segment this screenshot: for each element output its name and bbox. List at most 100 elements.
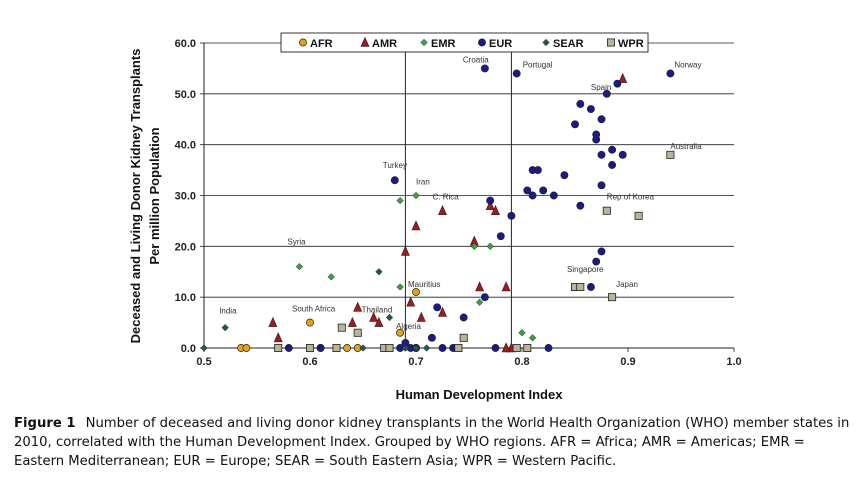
- data-point-amr: [416, 311, 426, 322]
- legend-marker-wpr: [607, 38, 616, 47]
- y-tick-label: 30.0: [175, 191, 196, 203]
- data-point-eur: [284, 344, 293, 352]
- data-point-sear: [401, 344, 410, 352]
- data-point-emr: [486, 242, 494, 250]
- data-point-wpr: [305, 343, 314, 352]
- y-axis-title-line1: Deceased and Living Donor Kidney Transpl…: [128, 49, 143, 344]
- data-point-eur: [427, 333, 436, 342]
- point-annotation: Iran: [416, 177, 430, 186]
- point-annotation: Norway: [674, 61, 701, 70]
- data-point-eur: [549, 191, 558, 200]
- data-point-eur: [528, 191, 537, 200]
- data-point-eur: [618, 150, 627, 159]
- data-point-wpr: [602, 206, 611, 215]
- data-point-emr: [470, 242, 478, 250]
- point-annotation: C. Rica: [433, 193, 460, 202]
- y-tick-label: 50.0: [175, 89, 196, 101]
- data-point-wpr: [337, 323, 346, 332]
- data-point-eur: [491, 344, 500, 352]
- data-point-eur: [576, 100, 585, 108]
- data-point-wpr: [634, 211, 643, 220]
- legend: AFR AMR EMR EUR SEAR WPR: [280, 32, 649, 53]
- data-point-eur: [560, 171, 569, 180]
- data-point-amr: [501, 281, 511, 292]
- legend-label-wpr: WPR: [618, 38, 644, 50]
- data-point-eur: [433, 303, 442, 312]
- legend-marker-amr: [360, 36, 370, 47]
- data-point-wpr: [576, 282, 585, 291]
- legend-label-afr: AFR: [310, 38, 333, 50]
- data-point-eur: [597, 150, 606, 159]
- data-point-eur: [597, 247, 606, 256]
- point-annotation: South Africa: [292, 305, 336, 314]
- data-point-eur: [597, 181, 606, 190]
- data-point-sear: [375, 268, 383, 276]
- x-tick-label: 0.5: [196, 356, 211, 368]
- data-point-eur: [496, 232, 505, 241]
- data-point-eur: [438, 344, 447, 352]
- data-point-eur: [602, 89, 611, 98]
- data-point-wpr: [353, 328, 362, 337]
- data-point-sear: [200, 344, 208, 352]
- data-point-emr: [295, 263, 304, 271]
- y-axis-title-line2: Per million Population: [147, 127, 162, 264]
- data-point-afr: [242, 344, 251, 352]
- figure-caption: Figure 1 Number of deceased and living do…: [14, 414, 854, 471]
- data-point-eur: [459, 313, 468, 322]
- data-point-emr: [327, 273, 335, 281]
- x-tick-label: 0.8: [514, 356, 529, 368]
- data-point-emr: [412, 191, 420, 200]
- point-annotation: Spain: [591, 83, 611, 92]
- legend-marker-afr: [299, 38, 307, 47]
- legend-box: [280, 32, 649, 53]
- point-annotation: India: [219, 307, 237, 316]
- y-tick-label: 0.0: [181, 343, 196, 355]
- point-annotation: Japan: [616, 280, 638, 289]
- data-point-afr: [396, 328, 405, 337]
- legend-marker-emr: [420, 38, 428, 47]
- y-tick-label: 60.0: [175, 38, 196, 50]
- data-point-sear: [221, 324, 229, 332]
- x-axis-title: Human Development Index: [396, 387, 564, 402]
- point-annotation: Algeria: [396, 322, 421, 331]
- x-tick-label: 1.0: [726, 356, 741, 368]
- data-point-amr: [369, 311, 379, 322]
- data-point-eur: [597, 115, 606, 124]
- data-point-eur: [512, 69, 521, 78]
- data-point-wpr: [523, 343, 532, 352]
- data-point-sear: [412, 344, 420, 352]
- data-point-amr: [353, 301, 363, 312]
- data-point-afr: [306, 318, 314, 327]
- x-tick-label: 0.9: [620, 356, 635, 368]
- point-annotation: Australia: [670, 142, 702, 151]
- data-point-amr: [501, 342, 511, 353]
- data-point-sear: [422, 344, 431, 352]
- data-point-eur: [544, 344, 553, 352]
- data-point-wpr: [332, 343, 341, 352]
- data-point-eur: [480, 64, 489, 73]
- point-annotation: Turkey: [383, 161, 407, 170]
- data-point-eur: [608, 161, 617, 169]
- data-point-amr: [273, 332, 283, 343]
- caption-text: Number of deceased and living donor kidn…: [14, 416, 850, 469]
- data-point-eur: [666, 69, 675, 78]
- legend-marker-eur: [478, 38, 486, 47]
- caption-label: Figure 1: [14, 416, 76, 431]
- data-point-wpr: [459, 333, 468, 342]
- y-tick-label: 10.0: [175, 292, 196, 304]
- data-point-emr: [518, 329, 526, 337]
- data-point-eur: [592, 257, 601, 266]
- data-point-afr: [412, 288, 420, 297]
- data-point-amr: [400, 245, 410, 256]
- data-point-eur: [539, 186, 548, 195]
- data-point-amr: [374, 316, 384, 327]
- data-point-amr: [347, 316, 357, 327]
- y-tick-label: 40.0: [175, 140, 196, 152]
- scatter-chart: 0.0 10.0 20.0 30.0 40.0 50.0 60.0 0.5 0.6 0.7 0.8 0…: [128, 32, 742, 402]
- legend-label-sear: SEAR: [553, 38, 584, 50]
- data-point-emr: [396, 283, 404, 291]
- x-tick-label: 0.6: [302, 356, 317, 368]
- data-point-wpr: [454, 343, 463, 352]
- data-point-eur: [316, 344, 325, 352]
- data-point-eur: [613, 79, 622, 88]
